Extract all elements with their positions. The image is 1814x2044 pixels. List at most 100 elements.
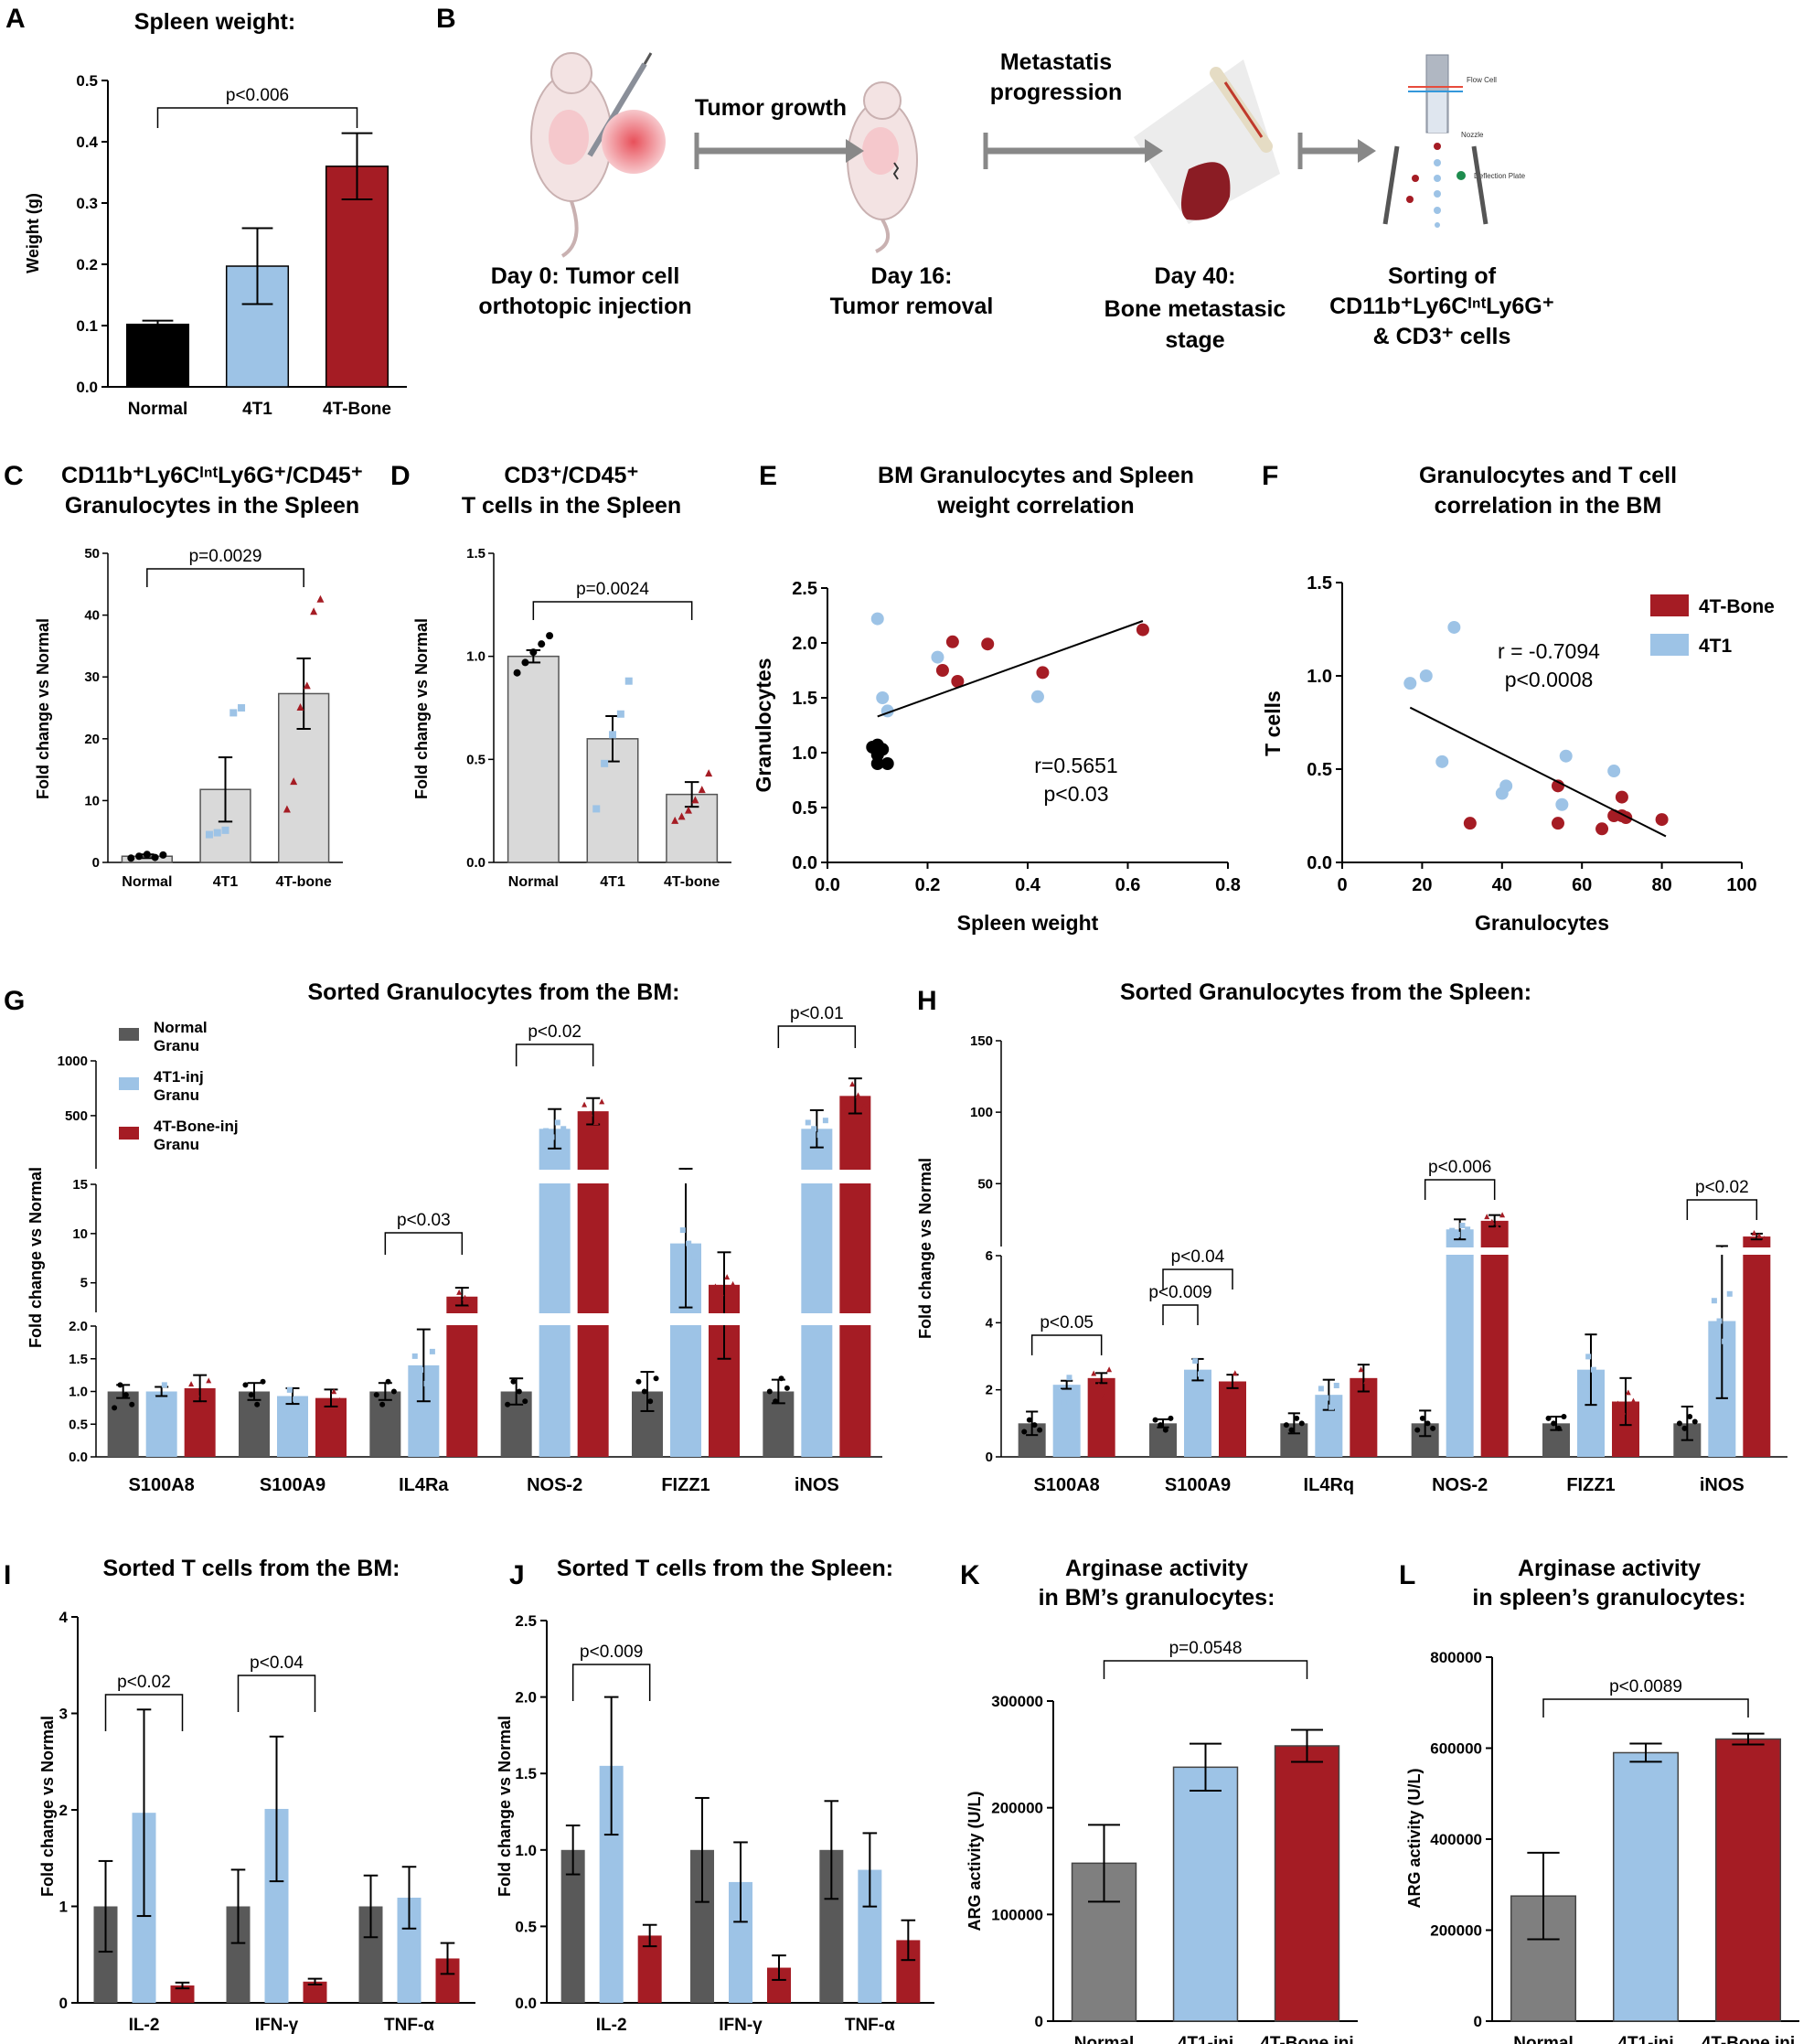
x-tick-label: 0.2 [915,875,941,895]
data-point [1294,1415,1300,1421]
panel-label-a: A [5,4,26,34]
y-axis-label-f: T cells [1261,690,1285,756]
significance-bracket [1103,1660,1308,1679]
data-point [325,1408,331,1415]
step3-line3: stage [1165,327,1224,353]
data-point [1761,1236,1767,1242]
data-point [609,731,616,739]
chart-l: 0 200000 400000 600000 800000 Normal 4T1-inj 4T… [1405,1556,1799,2044]
x-category-label: 4T1 [600,874,625,890]
data-point-normal [866,741,880,754]
significance-bracket [515,1043,594,1066]
data-point [293,1396,299,1402]
data-point [229,709,238,717]
legend-swatch-4t-bone-inj [119,1127,139,1140]
data-point [1687,1414,1693,1419]
data-point [1454,1231,1460,1237]
x-category-label: IL4Ra [399,1475,449,1495]
data-point-4t-bone [1655,813,1669,827]
significance-label: p=0.0029 [189,547,262,566]
step4-line1: Sorting of [1388,263,1497,289]
data-point [522,1398,528,1405]
step4-line2: CD11b⁺Ly6CᴵⁿᵗLy6G⁺ [1329,294,1554,319]
data-point [319,1400,325,1407]
x-category-label: 4T-Bone [323,400,391,419]
data-point [1561,1414,1567,1419]
x-category-label: Normal [1074,2034,1134,2044]
data-point [546,632,554,640]
significance-bracket [777,1025,857,1048]
chart-g: 0.0 0.5 1.0 1.5 2.0 5 10 15 500 1000 S100A8 S100A9 I… [27,979,884,1495]
y-tick-label: 1.0 [515,1842,537,1859]
suture-icon [892,162,900,180]
data-point [1625,1389,1631,1396]
y-tick-label: 10 [72,1226,88,1242]
y-tick-label: 2.0 [792,634,817,654]
data-point [1555,1425,1562,1431]
y-tick-label: 1.5 [515,1765,537,1782]
data-point [712,1283,719,1290]
y-tick-label: 0.4 [76,134,98,151]
data-point [1499,1212,1506,1218]
bone-spleen-illustration [1134,59,1280,224]
data-point [1716,1318,1723,1324]
legend-swatch-4t1 [1650,634,1689,656]
nozzle-label: Nozzle [1461,131,1484,139]
data-point [456,1289,463,1295]
data-point-4t1 [1403,677,1417,690]
data-point-4t-bone [981,637,995,651]
y-axis-label-k: ARG activity (U/L) [966,1791,984,1931]
x-category-label: Normal [128,400,187,419]
data-point [1545,1415,1552,1421]
x-category-label: iNOS [1700,1475,1745,1495]
data-point [592,805,601,813]
data-point [385,1378,391,1385]
y-tick-label: 0 [986,1450,993,1465]
bar-s100a9-s2 [315,1397,347,1457]
bar-4t1-inj [1172,1766,1239,2022]
data-point [1751,1230,1757,1236]
data-point [1745,1236,1752,1243]
regression-line [877,620,1144,718]
y-tick-label: 300000 [991,1693,1043,1710]
data-point [1192,1358,1199,1364]
significance-label: p<0.02 [528,1022,582,1042]
data-point [135,852,144,861]
data-point [1595,1379,1602,1386]
bar-s100a9-s0 [1149,1423,1177,1457]
data-point [624,677,633,685]
data-point [1676,1420,1682,1427]
y-tick-label: 0 [59,1995,68,2012]
legend-panel-g: Normal Granu 4T1-inj Granu 4T-Bone-inj G… [119,1019,239,1153]
x-category-label: IL-2 [129,2016,160,2035]
data-point [778,1375,784,1382]
data-point [1711,1298,1717,1304]
data-point [1430,1425,1436,1431]
data-point [429,1348,435,1354]
data-point [286,1386,293,1393]
arrow-metastasis-progression [983,133,1163,169]
y-tick-label: 0.5 [69,1417,88,1432]
data-point-4t-bone [1136,623,1149,637]
legend-swatch-4t-bone [1650,594,1689,616]
data-point [254,1401,261,1407]
data-point [1580,1384,1586,1390]
y-tick-label: 100000 [991,1906,1043,1923]
y-tick-label: 4 [986,1315,994,1331]
data-point [379,1401,386,1407]
significance-label: p=0.0548 [1169,1639,1243,1658]
x-category-label: IFN-γ [719,2016,763,2035]
y-tick-label: 0.0 [792,853,817,873]
y-tick-label: 1000 [58,1054,88,1069]
data-point-4t1 [1419,669,1433,682]
data-point [513,669,521,677]
x-category-label: IFN-γ [255,2016,299,2035]
legend-normal-l1: Normal [154,1019,208,1036]
data-point [671,816,679,824]
x-category-label: iNOS [795,1475,839,1495]
data-point [849,1081,856,1087]
x-category-label: Normal [1513,2034,1573,2044]
data-point [112,1405,118,1411]
y-tick-label: 20 [84,732,100,747]
y-tick-label: 1.0 [792,744,817,764]
